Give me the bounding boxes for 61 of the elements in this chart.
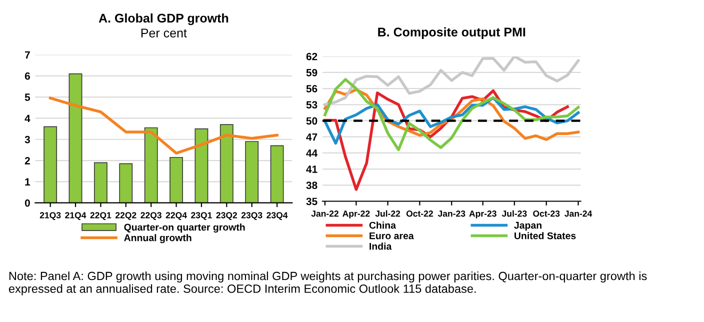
x-tick-label: 22Q4 <box>166 212 187 220</box>
x-tick-label: Jan-23 <box>438 210 466 217</box>
y-tick-label: 41 <box>306 166 318 173</box>
y-tick-label: 4 <box>24 114 30 122</box>
bar <box>119 163 133 203</box>
x-tick-label: Oct-22 <box>406 210 433 217</box>
legend-label: Annual growth <box>124 234 192 244</box>
x-tick-label: 23Q2 <box>216 212 238 220</box>
legend-label: China <box>369 222 396 229</box>
bar <box>170 156 183 203</box>
line-series <box>324 56 580 106</box>
bar <box>44 126 58 203</box>
y-tick-label: 7 <box>24 51 30 59</box>
text: Note: Panel A: GDP growth using moving nominal GDP weights at purchasing power parities. Quarter-on-quarter growth is expressed at an annualised rate. Source: OECD Interim Economic Outlook 115 database. <box>8 272 647 296</box>
legend-label: United States <box>514 232 576 240</box>
legend-label: Quarter-on quarter growth <box>124 224 245 233</box>
y-tick-label: 6 <box>24 72 30 80</box>
y-tick-label: 50 <box>306 117 318 125</box>
legend-label: India <box>370 242 392 250</box>
x-tick-label: Oct-23 <box>533 210 560 217</box>
x-tick-label: Jul-23 <box>502 210 527 217</box>
x-tick-label: 23Q1 <box>191 212 212 220</box>
y-tick-label: 1 <box>25 178 30 186</box>
y-tick-label: 35 <box>306 198 318 206</box>
line-series <box>324 78 580 152</box>
chart-title: A. Global GDP growth <box>98 13 228 26</box>
y-tick-label: 3 <box>24 136 30 144</box>
chart-subtitle: Per cent <box>141 28 187 38</box>
x-tick-label: Apr-23 <box>469 210 496 218</box>
x-tick-label: 21Q3 <box>40 212 61 220</box>
y-tick-label: 38 <box>306 182 318 190</box>
y-tick-label: 59 <box>306 68 318 76</box>
x-tick-label: 21Q4 <box>65 212 86 220</box>
x-tick-label: Jan-22 <box>311 210 338 217</box>
y-tick-label: 44 <box>306 150 318 157</box>
y-tick-label: 5 <box>24 94 30 101</box>
x-tick-label: 22Q3 <box>140 212 162 220</box>
y-tick-label: 56 <box>306 85 318 92</box>
bar <box>68 73 82 203</box>
x-tick-label: 22Q1 <box>90 212 112 220</box>
legend-label: Japan <box>514 222 542 231</box>
line-series <box>48 96 278 155</box>
bar <box>245 141 259 203</box>
y-tick-label: 62 <box>306 52 318 60</box>
x-tick-label: Apr-22 <box>342 210 370 218</box>
y-tick-label: 0 <box>24 199 30 207</box>
x-tick-label: Jul-22 <box>375 210 400 217</box>
bar <box>144 127 158 203</box>
bar <box>220 124 234 203</box>
x-tick-label: 23Q4 <box>266 212 288 220</box>
bar <box>94 162 108 203</box>
bar <box>194 128 208 203</box>
x-tick-label: 22Q2 <box>115 212 136 220</box>
y-tick-label: 2 <box>24 157 30 164</box>
bar <box>270 145 284 203</box>
x-tick-label: 23Q3 <box>241 212 262 220</box>
chart-title: B. Composite output PMI <box>378 27 526 39</box>
y-tick-label: 47 <box>306 133 318 141</box>
legend-label: Euro area <box>370 232 414 240</box>
y-tick-label: 53 <box>306 101 318 109</box>
x-tick-label: Jan-24 <box>564 210 592 217</box>
